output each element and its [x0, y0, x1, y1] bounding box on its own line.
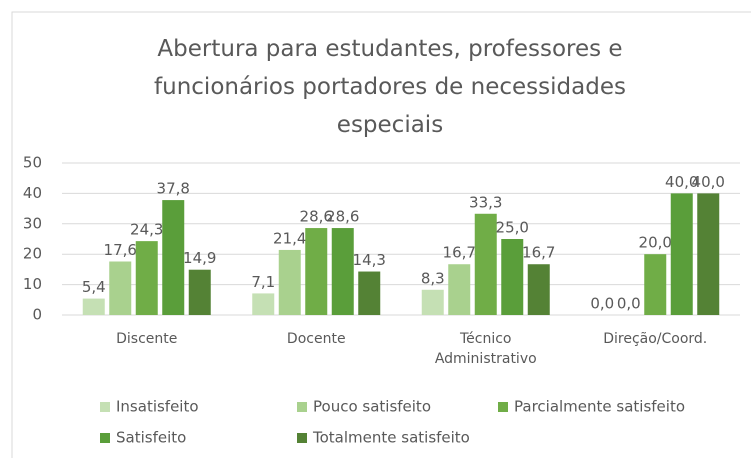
bar [421, 289, 444, 315]
data-label: 40,0 [692, 173, 725, 191]
x-tick-label: Direção/Coord. [603, 331, 708, 347]
data-label: 8,3 [421, 269, 445, 287]
bar [331, 228, 354, 315]
data-label: 16,7 [522, 244, 555, 262]
data-label: 28,6 [300, 208, 333, 226]
data-label: 16,7 [443, 244, 476, 262]
y-tick-label: 50 [23, 154, 42, 172]
chart-title: Abertura para estudantes, professores e … [154, 36, 626, 138]
data-label: 17,6 [104, 241, 137, 259]
bar [527, 264, 550, 315]
data-label: 37,8 [157, 180, 190, 198]
bar [697, 193, 720, 315]
data-label: 5,4 [82, 278, 106, 296]
legend-swatch [498, 402, 508, 412]
legend-label: Totalmente satisfeito [312, 429, 470, 447]
legend-label: Pouco satisfeito [313, 398, 431, 416]
legend-swatch [297, 402, 307, 412]
x-tick-label: Técnico Administrativo [434, 331, 537, 367]
y-tick-label: 0 [32, 306, 42, 324]
y-tick-label: 40 [23, 184, 42, 202]
chart-border [11, 11, 751, 458]
legend-swatch [297, 433, 307, 443]
data-label: 21,4 [273, 229, 306, 247]
bar [358, 271, 381, 315]
data-label: 0,0 [590, 295, 614, 313]
bar [448, 264, 471, 315]
bar [305, 228, 328, 315]
data-label: 20,0 [639, 234, 672, 252]
data-label: 14,9 [183, 249, 216, 267]
data-label: 40,0 [665, 173, 698, 191]
bar [670, 193, 693, 315]
data-label: 33,3 [469, 193, 502, 211]
legend-swatch [100, 402, 110, 412]
bar [278, 249, 301, 315]
bar [109, 261, 132, 315]
bar [82, 298, 105, 315]
legend-label: Satisfeito [116, 429, 186, 447]
bar [252, 293, 275, 315]
y-tick-label: 10 [23, 275, 42, 293]
y-tick-label: 30 [23, 214, 42, 232]
data-label: 25,0 [496, 219, 529, 237]
data-label: 14,3 [353, 251, 386, 269]
x-tick-label: Discente [116, 331, 178, 347]
legend-label: Insatisfeito [116, 398, 199, 416]
bar [162, 200, 185, 315]
bar [501, 239, 524, 315]
legend-swatch [100, 433, 110, 443]
data-label: 0,0 [617, 295, 641, 313]
legend-label: Parcialmente satisfeito [514, 398, 685, 416]
bar [188, 269, 211, 315]
bar [474, 213, 497, 315]
bar [135, 241, 158, 315]
data-label: 24,3 [130, 221, 163, 239]
bar [644, 254, 667, 315]
x-tick-label: Docente [286, 331, 346, 347]
data-label: 7,1 [251, 273, 275, 291]
data-label: 28,6 [326, 208, 359, 226]
y-tick-label: 20 [23, 245, 42, 263]
